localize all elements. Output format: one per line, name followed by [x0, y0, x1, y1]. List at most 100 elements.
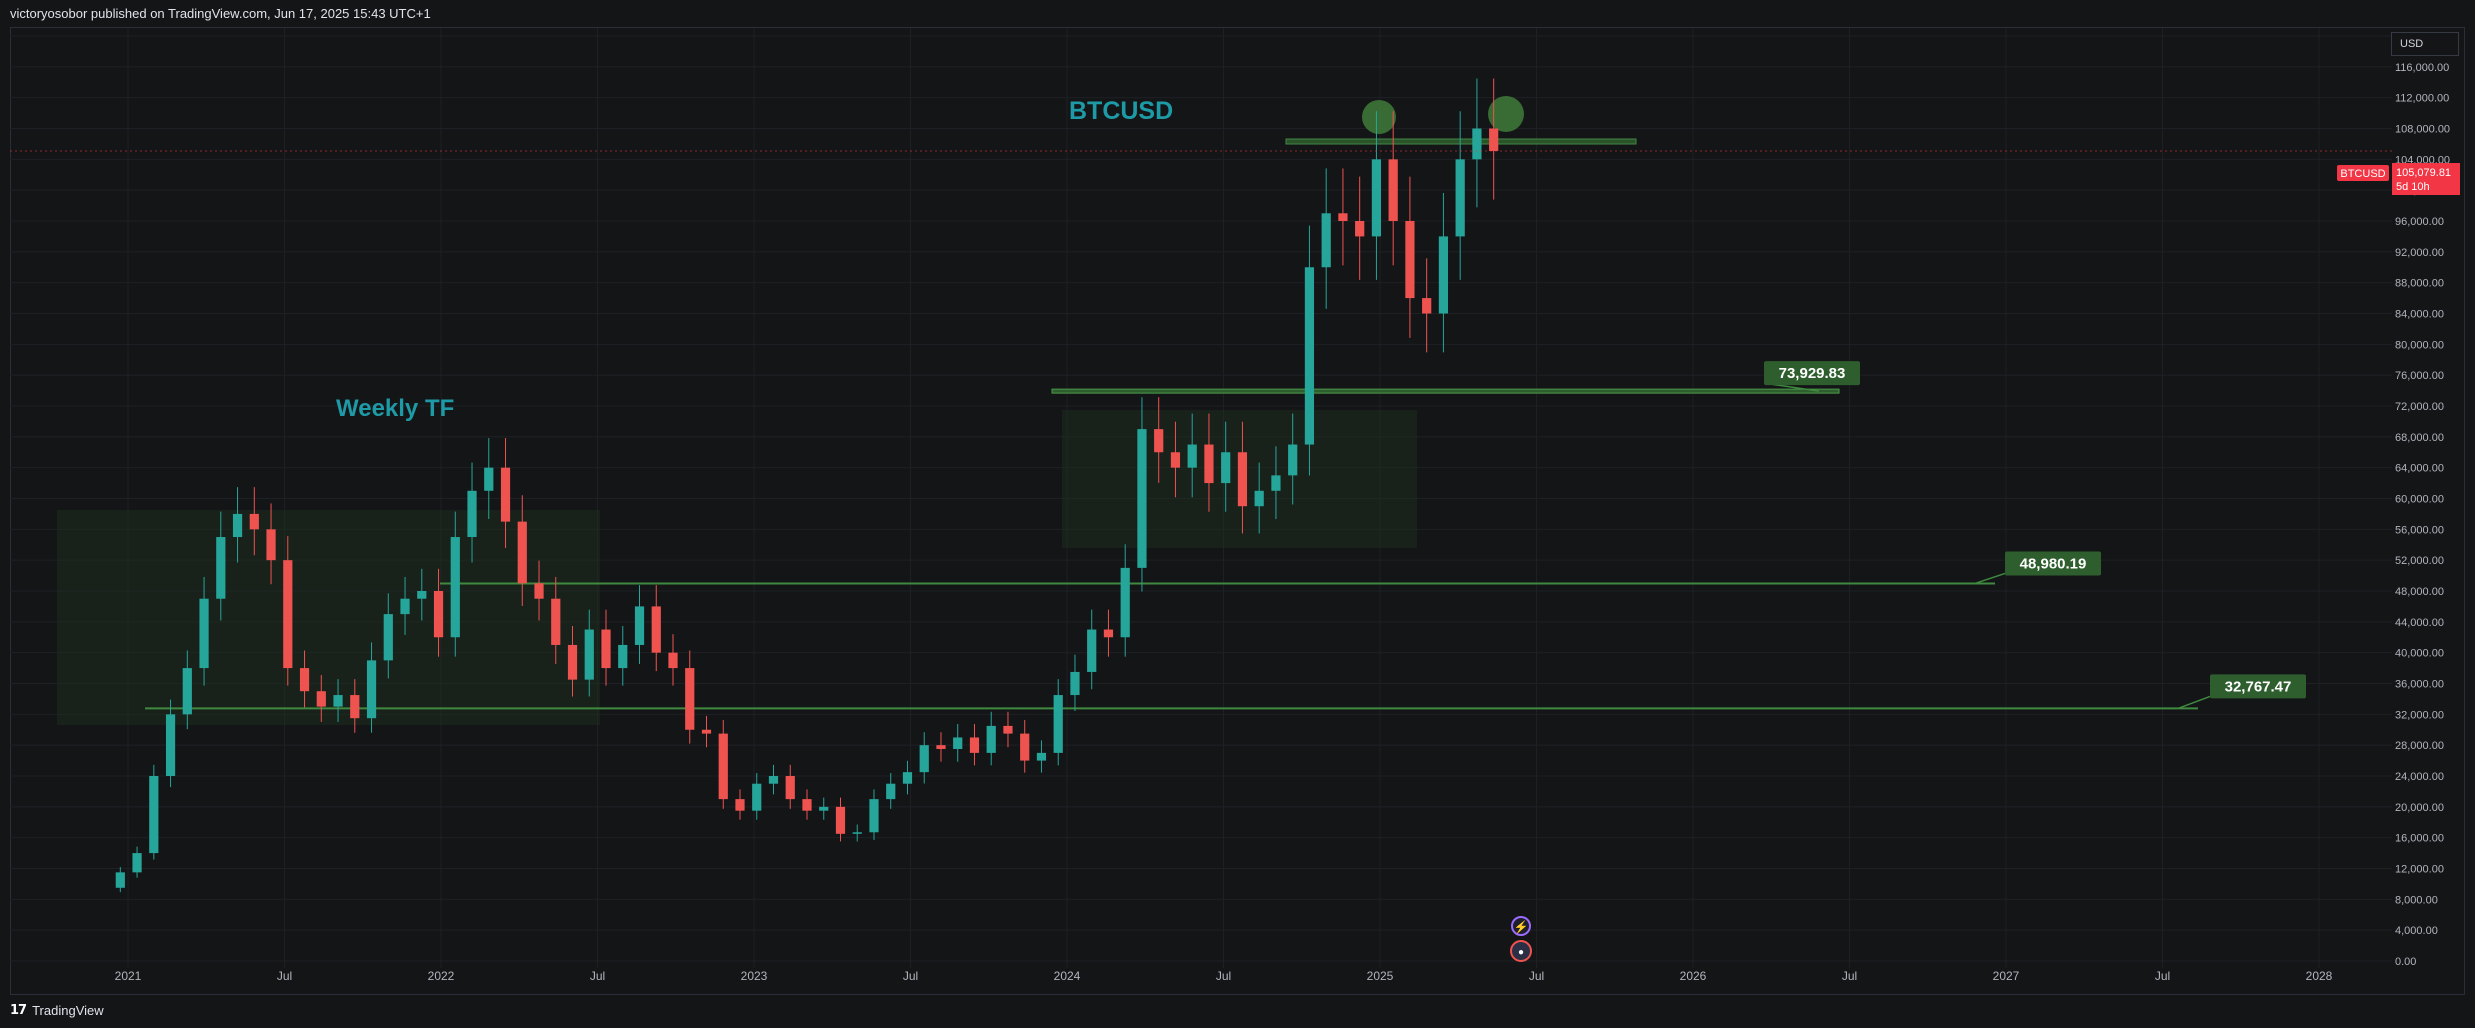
price-tick-label: 4,000.00 [2395, 925, 2438, 937]
range-zone-2021 [57, 510, 600, 725]
level-73929-label: 73,929.83 [1779, 365, 1846, 382]
price-tick-label: 96,000.00 [2395, 216, 2444, 228]
price-axis: 0.00 4,000.00 8,000.00 12,000.00 16,000.00 20… [2395, 31, 2450, 968]
candle-body [333, 695, 343, 707]
candle-body [986, 725, 996, 753]
candle-body [115, 872, 125, 888]
time-tick-label: Jul [1216, 969, 1231, 983]
time-tick-label: Jul [2155, 969, 2170, 983]
lightning-glyph: ⚡ [1514, 920, 1529, 934]
price-tick-label: 84,000.00 [2395, 309, 2444, 321]
candle-body [634, 606, 645, 645]
last-symbol-tag [2337, 165, 2389, 181]
candle-body [316, 691, 326, 707]
price-tick-label: 40,000.00 [2395, 648, 2444, 660]
time-tick-label: Jul [1529, 969, 1544, 983]
candle-body [283, 560, 293, 669]
candle-body [249, 513, 259, 530]
candle-body [1087, 629, 1097, 672]
last-price-tag [2392, 163, 2460, 195]
price-tick-label: 56,000.00 [2395, 524, 2444, 536]
candle-body [1371, 159, 1382, 237]
candle-body [484, 467, 494, 491]
candle-body [1388, 159, 1398, 221]
level-73929-line [1051, 388, 1840, 394]
resistance-zone [1285, 138, 1637, 145]
price-tick-label: 20,000.00 [2395, 802, 2444, 814]
candle-body [785, 776, 795, 800]
last-price-text: 105,079.81 [2396, 167, 2451, 179]
lightning-event-icon [1511, 916, 1531, 936]
price-tick-label: 44,000.00 [2395, 617, 2444, 629]
time-tick-label: 2027 [1993, 969, 2020, 983]
candle-body [366, 660, 377, 719]
candle-body [299, 668, 310, 692]
chart-frame[interactable] [10, 27, 2465, 995]
candle-body [216, 537, 226, 599]
countdown-text: 5d 10h [2396, 181, 2430, 193]
candle-body [500, 467, 511, 522]
price-tick-label: 32,000.00 [2395, 709, 2444, 721]
time-tick-label: Jul [1842, 969, 1857, 983]
price-tick-label: 80,000.00 [2395, 339, 2444, 351]
candle-body [1338, 213, 1348, 221]
currency-selector[interactable]: USD [2391, 32, 2459, 56]
candle-body [685, 668, 695, 730]
candle-body [1154, 429, 1164, 453]
candle-body [1438, 236, 1449, 314]
candle-body [1187, 444, 1197, 468]
price-tick-label: 76,000.00 [2395, 370, 2444, 382]
candle-body [1405, 221, 1415, 299]
price-tick-label: 116,000.00 [2395, 62, 2449, 74]
levels-layer: 73,929.83 48,980.19 32,767.47 [145, 361, 2306, 710]
candle-body [450, 537, 460, 638]
price-tick-label: 8,000.00 [2395, 894, 2438, 906]
footer: 17 TradingView [10, 1003, 104, 1018]
candle-body [132, 853, 142, 873]
time-tick-label: 2023 [741, 969, 768, 983]
time-tick-label: 2028 [2306, 969, 2333, 983]
candle-body [1070, 671, 1080, 696]
candle-body [1003, 725, 1013, 734]
candle-body [1237, 452, 1248, 507]
candle-body [1053, 695, 1063, 753]
price-tick-label: 112,000.00 [2395, 93, 2449, 105]
candle-body [517, 521, 527, 584]
candle-body [601, 629, 611, 669]
price-tick-label: 72,000.00 [2395, 401, 2444, 413]
candle-body [467, 490, 477, 538]
candle-body [1321, 213, 1331, 268]
candle-body [383, 614, 393, 661]
time-tick-label: 2021 [115, 969, 142, 983]
price-tick-label: 60,000.00 [2395, 494, 2444, 506]
timeframe-title: Weekly TF [336, 395, 454, 422]
candle-body [735, 799, 745, 811]
candle-body [1170, 452, 1181, 468]
candle-body [835, 806, 846, 834]
candle-body [266, 529, 276, 561]
candle-body [534, 583, 544, 599]
candle-body [1020, 733, 1030, 761]
candle-body [551, 598, 561, 645]
level-32767-connector [2177, 695, 2211, 710]
time-tick-label: 2026 [1680, 969, 1707, 983]
candle-body [1422, 298, 1432, 314]
candle-body [752, 783, 762, 811]
price-tick-label: 64,000.00 [2395, 463, 2444, 475]
candle-body [1103, 629, 1114, 638]
candle-body [869, 799, 879, 833]
candle-body [1271, 475, 1281, 491]
candle-body [1472, 128, 1482, 160]
level-73929-label-box [1764, 361, 1860, 386]
candle-body [1204, 444, 1214, 484]
candle-body [1221, 452, 1231, 484]
candle-body [567, 644, 578, 680]
time-tick-label: 2025 [1367, 969, 1394, 983]
candle-body [1455, 159, 1465, 237]
price-tick-label: 0.00 [2395, 956, 2416, 968]
candle-body [651, 606, 661, 653]
top-marker-right [1488, 96, 1524, 132]
candle-body [1489, 128, 1499, 152]
candle-body [433, 591, 444, 638]
